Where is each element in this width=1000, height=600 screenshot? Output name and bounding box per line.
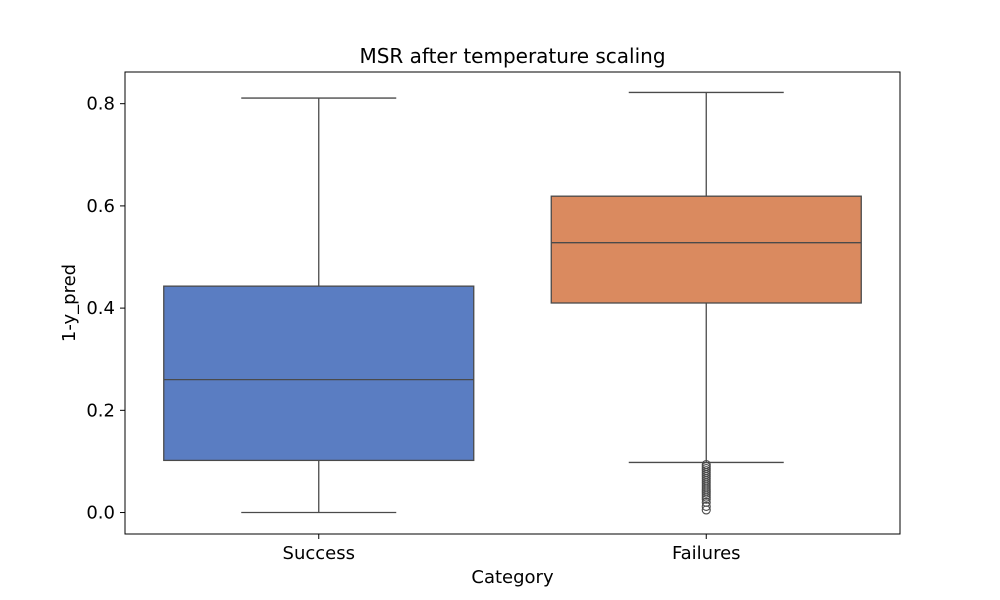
y-tick-label: 0.0 [86,503,115,524]
box-group-failures [550,91,862,515]
x-tick-label: Success [283,543,355,564]
chart-title: MSR after temperature scaling [359,44,665,68]
y-tick-label: 0.8 [86,94,115,115]
x-axis: Success Failures [283,534,741,564]
y-tick-label: 0.6 [86,196,115,217]
outlier-point [701,494,711,504]
y-axis-label: 1-y_pred [59,264,80,342]
x-axis-label: Category [471,567,554,588]
box-success [163,285,475,462]
outlier-point [701,505,711,515]
plot-area [163,91,862,515]
y-tick-label: 0.2 [86,400,115,421]
y-tick-label: 0.4 [86,298,115,319]
axes-frame [124,71,901,535]
box-group-success [163,97,475,514]
y-axis: 0.0 0.2 0.4 0.6 0.8 [86,94,125,524]
outlier-point [701,501,711,511]
x-tick-label: Failures [672,543,741,564]
box-failures [550,195,862,304]
